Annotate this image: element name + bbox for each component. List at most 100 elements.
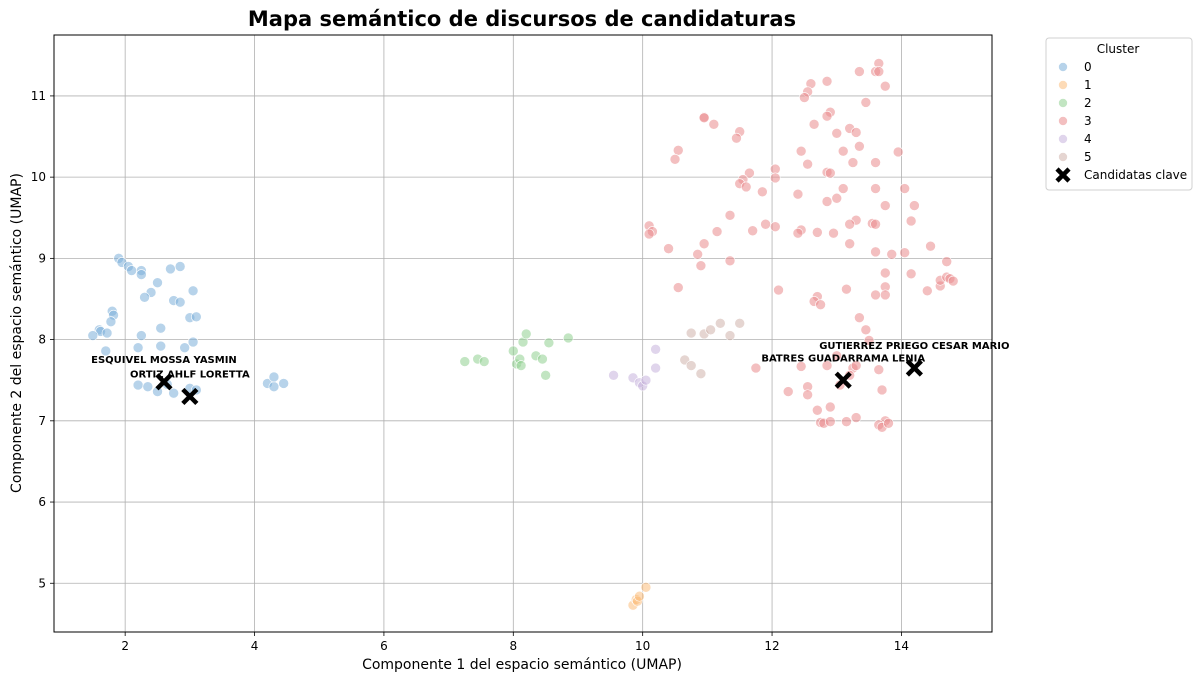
data-point-cluster-3 xyxy=(731,132,742,144)
data-point-cluster-2 xyxy=(478,356,490,367)
data-point-cluster-3 xyxy=(802,158,813,170)
plot-frame xyxy=(53,34,993,633)
data-point-cluster-3 xyxy=(879,80,891,92)
data-point-cluster-3 xyxy=(757,186,768,198)
key-candidate-marker xyxy=(155,373,173,391)
data-point-cluster-3 xyxy=(837,183,849,194)
data-point-cluster-3 xyxy=(831,192,843,204)
data-point-cluster-3 xyxy=(708,119,720,130)
data-point-cluster-2 xyxy=(520,328,532,340)
data-point-cluster-2 xyxy=(562,332,574,344)
data-point-cluster-3 xyxy=(870,218,881,230)
legend-marker-cluster-1 xyxy=(1058,80,1068,90)
x-tick-label: 8 xyxy=(509,639,517,653)
data-point-cluster-2 xyxy=(543,337,555,349)
data-point-cluster-0 xyxy=(136,269,147,280)
data-point-cluster-3 xyxy=(831,350,843,362)
data-point-cluster-0 xyxy=(142,381,154,393)
data-point-cluster-3 xyxy=(663,243,674,254)
legend-entry-label: 1 xyxy=(1084,78,1092,92)
legend-title: Cluster xyxy=(1097,42,1140,56)
data-point-cluster-3 xyxy=(854,312,865,323)
data-point-cluster-4 xyxy=(640,374,652,386)
data-point-cluster-2 xyxy=(507,345,519,357)
data-point-cluster-3 xyxy=(828,227,839,239)
y-tick-label: 7 xyxy=(38,414,46,428)
y-tick-label: 11 xyxy=(31,89,46,103)
data-point-cluster-3 xyxy=(698,112,710,124)
data-point-cluster-3 xyxy=(892,146,904,158)
data-point-cluster-3 xyxy=(947,275,959,287)
data-point-cluster-3 xyxy=(821,360,833,371)
data-point-cluster-0 xyxy=(105,316,117,328)
legend-entry-label: 0 xyxy=(1084,60,1092,74)
key-candidate-marker xyxy=(181,387,199,406)
data-point-cluster-3 xyxy=(724,210,736,221)
data-point-cluster-3 xyxy=(879,289,891,301)
data-point-cluster-0 xyxy=(268,381,280,393)
data-point-cluster-3 xyxy=(812,227,823,238)
data-point-cluster-3 xyxy=(863,335,875,346)
data-point-cluster-0 xyxy=(278,378,289,389)
legend-box xyxy=(1045,37,1193,191)
key-candidate-label: ESQUIVEL MOSSA YASMIN xyxy=(91,355,237,366)
data-point-cluster-0 xyxy=(174,296,186,308)
data-point-cluster-0 xyxy=(152,277,163,289)
data-point-cluster-3 xyxy=(850,360,862,371)
data-point-cluster-3 xyxy=(815,299,826,310)
legend-marker-cluster-2 xyxy=(1058,98,1068,108)
data-point-cluster-0 xyxy=(132,379,144,391)
data-point-cluster-3 xyxy=(873,364,885,375)
x-tick-label: 6 xyxy=(380,639,388,653)
legend-marker-cluster-4 xyxy=(1058,134,1068,144)
data-point-cluster-3 xyxy=(870,157,881,168)
y-tick-label: 5 xyxy=(38,576,46,590)
data-point-cluster-5 xyxy=(685,327,697,339)
data-point-cluster-3 xyxy=(824,167,836,179)
data-point-cluster-3 xyxy=(905,215,917,227)
data-point-cluster-3 xyxy=(821,196,833,207)
data-point-cluster-3 xyxy=(792,188,804,200)
data-point-cluster-0 xyxy=(187,285,199,297)
x-tick-label: 12 xyxy=(764,639,779,653)
key-candidate-label: BATRES GUADARRAMA LENIA xyxy=(761,353,925,364)
data-point-cluster-3 xyxy=(760,218,771,230)
legend-entry-label: 5 xyxy=(1084,150,1092,164)
data-point-cluster-2 xyxy=(537,353,548,365)
data-point-cluster-3 xyxy=(672,282,684,293)
data-point-cluster-0 xyxy=(100,345,112,357)
data-point-cluster-3 xyxy=(870,246,881,258)
data-point-cluster-3 xyxy=(841,416,852,427)
data-point-cluster-0 xyxy=(87,330,99,341)
data-point-cluster-5 xyxy=(685,360,697,371)
data-point-cluster-3 xyxy=(824,401,836,413)
data-point-cluster-5 xyxy=(715,318,726,329)
data-point-cluster-3 xyxy=(643,228,655,240)
legend-entry-label: 3 xyxy=(1084,114,1092,128)
legend-marker-cluster-5 xyxy=(1058,152,1068,162)
data-point-cluster-3 xyxy=(841,283,852,295)
annotations: ESQUIVEL MOSSA YASMIN ORTIZ AHLF LORETTA B… xyxy=(91,341,1010,406)
data-point-cluster-3 xyxy=(824,416,836,427)
data-point-cluster-3 xyxy=(870,289,881,301)
data-point-cluster-5 xyxy=(705,324,716,336)
data-point-cluster-0 xyxy=(165,263,176,275)
data-point-cluster-5 xyxy=(695,368,707,380)
key-candidate-marker xyxy=(834,371,852,389)
data-point-cluster-3 xyxy=(769,221,781,232)
data-point-cluster-0 xyxy=(155,322,167,334)
data-point-cluster-3 xyxy=(883,417,894,429)
data-point-cluster-3 xyxy=(922,285,933,297)
data-point-cluster-3 xyxy=(795,145,807,157)
data-point-cluster-3 xyxy=(879,200,891,211)
data-point-cluster-0 xyxy=(155,340,167,352)
data-point-cluster-3 xyxy=(854,140,865,152)
y-axis-label: Componente 2 del espacio semántico (UMAP… xyxy=(9,173,25,493)
data-point-cluster-3 xyxy=(812,404,823,416)
data-point-cluster-0 xyxy=(191,311,202,323)
data-point-cluster-3 xyxy=(711,226,723,237)
data-point-cluster-3 xyxy=(821,75,833,87)
data-point-cluster-0 xyxy=(139,292,150,303)
legend-marker-cluster-0 xyxy=(1058,62,1068,72)
